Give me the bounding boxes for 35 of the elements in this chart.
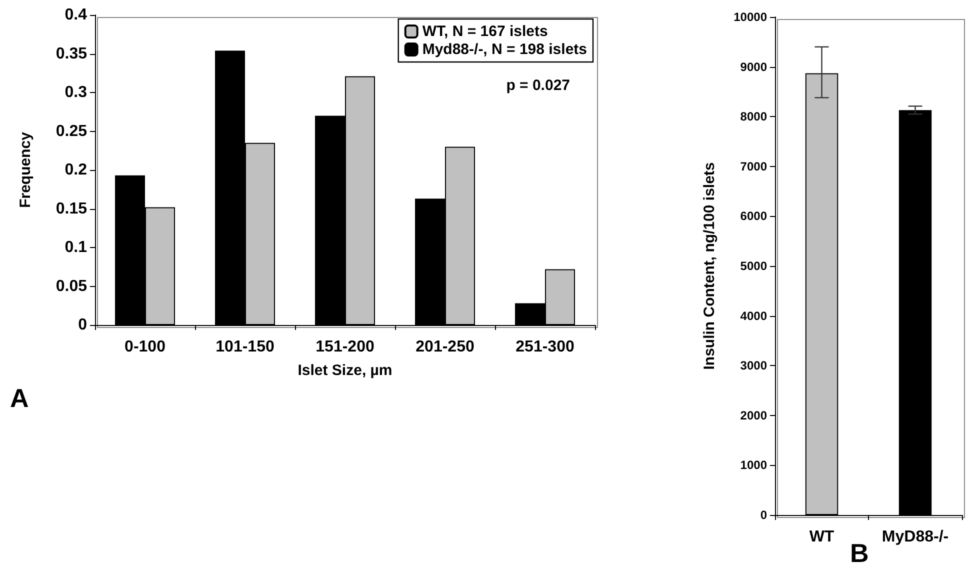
x-tick-label: 201-250 (416, 338, 474, 356)
y-tick-label: 10000 (734, 10, 768, 24)
y-tick-label: 1000 (740, 458, 768, 472)
y-tick-label: 8000 (740, 110, 768, 124)
y-tick-label: 0.3 (64, 84, 88, 101)
y-tick-label: 0.05 (56, 278, 88, 295)
x-tick-label: 0-100 (124, 338, 166, 356)
annotation: p = 0.027 (506, 77, 570, 94)
x-tick-label: MyD88-/- (882, 528, 949, 546)
x-tick-label: 151-200 (316, 338, 374, 356)
y-axis-title: Frequency (17, 131, 34, 208)
y-tick-label: 3000 (740, 358, 768, 373)
legend-label: WT, N = 167 islets (422, 23, 548, 40)
y-axis-title: Insulin Content, ng/100 islets (701, 162, 718, 370)
y-tick-label: 9000 (740, 60, 768, 74)
legend-label: Myd88-/-, N = 198 islets (422, 41, 587, 58)
y-tick-label: 6000 (740, 209, 768, 224)
y-tick-label: 5000 (740, 259, 768, 273)
y-tick-label: 4000 (740, 308, 768, 323)
y-tick-label: 0.4 (64, 6, 88, 24)
x-tick-label: 251-300 (516, 338, 574, 356)
y-tick-label: 0.25 (56, 122, 88, 140)
x-tick-label: WT (809, 528, 834, 546)
y-tick-label: 0.2 (64, 162, 88, 178)
y-tick-label: 0 (78, 316, 88, 334)
y-tick-label: 0.1 (64, 239, 88, 256)
y-tick-label: 2000 (740, 408, 768, 422)
x-tick-label: 101-150 (216, 338, 274, 356)
y-tick-label: 0.15 (56, 200, 88, 218)
y-tick-label: 0.35 (56, 45, 88, 62)
text: B (850, 538, 869, 568)
y-tick-label: 7000 (740, 159, 768, 174)
text: A (10, 383, 29, 413)
x-axis-title: Islet Size, µm (298, 362, 392, 379)
y-tick-label: 0 (760, 508, 768, 522)
